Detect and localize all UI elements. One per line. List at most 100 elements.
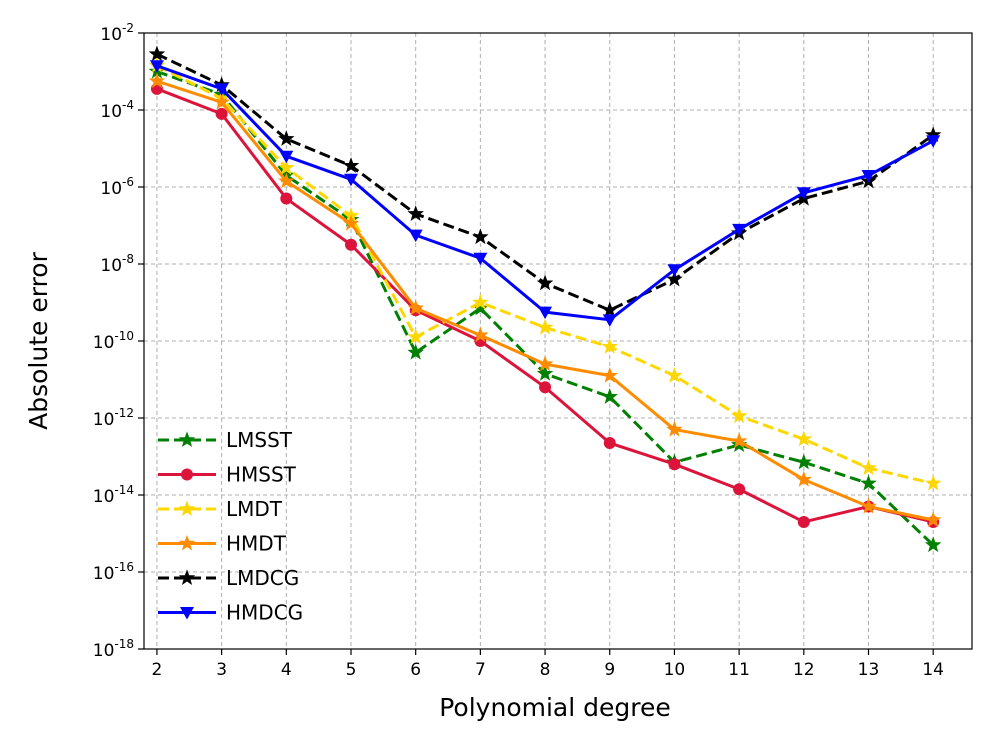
x-tick-label: 7 [475, 660, 486, 680]
data-point-hmsst [733, 483, 746, 496]
legend-item-lmsst: LMSST [158, 428, 293, 452]
data-point-lmdt [407, 328, 424, 345]
data-point-hmsst [215, 107, 228, 120]
legend-label: LMSST [226, 428, 293, 452]
data-point-lmdcg [666, 270, 683, 287]
legend-marker [180, 607, 194, 620]
x-tick-label: 6 [410, 660, 421, 680]
data-point-lmdcg [536, 274, 554, 291]
data-point-hmdcg [408, 229, 423, 243]
data-point-lmsst [601, 388, 618, 404]
series-hmdcg [149, 60, 941, 327]
data-point-lmdcg [148, 45, 166, 62]
x-axis: 2 3 4 5 6 7 8 9 10 11 12 13 14 [152, 649, 944, 680]
x-tick-label: 9 [604, 660, 615, 680]
data-point-hmsst [345, 238, 357, 251]
data-point-hmsst [603, 437, 616, 450]
legend-label: LMDT [226, 497, 283, 521]
x-tick-label: 14 [922, 660, 944, 680]
data-point-hmdt [213, 93, 230, 110]
legend-item-hmsst: HMSST [158, 463, 297, 487]
y-tick-label: 10-16 [93, 560, 134, 584]
legend-marker [178, 534, 196, 551]
data-point-lmdt [601, 338, 618, 354]
data-point-hmdcg [602, 314, 617, 327]
data-point-hmdt [795, 470, 813, 487]
data-point-hmdt [278, 172, 295, 189]
data-point-hmdt [666, 420, 683, 437]
x-tick-label: 8 [540, 660, 551, 680]
y-tick-label: 10-4 [100, 98, 134, 122]
data-point-lmdcg [472, 228, 489, 245]
data-point-lmsst [860, 474, 877, 491]
x-tick-label: 4 [281, 660, 292, 680]
data-point-hmdcg [214, 83, 229, 96]
data-point-hmdcg [667, 264, 682, 277]
x-tick-label: 10 [664, 660, 686, 680]
legend-label: HMDCG [226, 601, 303, 625]
data-point-hmdt [342, 214, 360, 231]
x-tick-label: 3 [216, 660, 227, 680]
data-point-lmdcg [407, 205, 424, 221]
series-layer [148, 45, 942, 553]
data-point-lmsst [536, 365, 554, 381]
legend: LMSST HMSST LMDT HMDT LMDCG HMDCG [158, 428, 303, 625]
data-point-hmdcg [279, 150, 294, 164]
data-point-lmdt [472, 293, 489, 310]
y-tick-label: 10-10 [93, 329, 134, 353]
x-tick-label: 11 [728, 660, 750, 680]
y-tick-label: 10-12 [93, 406, 134, 430]
data-point-hmsst [280, 192, 293, 205]
legend-item-lmdcg: LMDCG [158, 566, 299, 590]
y-axis-label: Absolute error [24, 251, 53, 429]
data-point-lmsst [407, 343, 424, 360]
legend-item-lmdt: LMDT [158, 497, 283, 521]
data-point-hmsst [797, 515, 810, 528]
legend-marker [178, 431, 196, 448]
y-tick-label: 10-14 [93, 483, 134, 507]
data-point-hmdt [601, 366, 618, 383]
data-point-lmdcg [601, 301, 618, 318]
data-point-lmdt [666, 366, 683, 383]
x-tick-label: 13 [858, 660, 880, 680]
legend-marker [178, 500, 196, 517]
data-point-lmdt [924, 474, 942, 491]
x-axis-label: Polynomial degree [439, 693, 670, 722]
series-hmdt [148, 72, 942, 528]
data-point-hmdt [472, 326, 489, 343]
grid [144, 32, 972, 650]
y-tick-label: 10-2 [100, 21, 134, 45]
data-point-lmdt [795, 430, 813, 447]
data-point-hmdcg [796, 187, 811, 200]
data-point-hmdcg [344, 173, 358, 187]
y-tick-label: 10-8 [100, 252, 134, 276]
data-point-lmdcg [342, 157, 360, 173]
x-tick-label: 5 [346, 660, 357, 680]
data-point-lmdcg [278, 130, 295, 146]
legend-label: LMDCG [226, 566, 299, 590]
legend-label: HMDT [226, 532, 287, 556]
data-point-hmdcg [732, 223, 747, 237]
data-point-hmdcg [861, 169, 876, 183]
data-point-hmdt [536, 355, 554, 372]
data-point-hmdcg [473, 252, 488, 266]
x-tick-label: 12 [793, 660, 815, 680]
legend-marker [181, 468, 193, 481]
y-tick-label: 10-6 [100, 175, 134, 199]
legend-marker [178, 569, 196, 586]
data-point-hmdt [407, 299, 424, 316]
data-point-lmdt [536, 318, 554, 335]
data-point-hmdt [730, 432, 748, 449]
data-point-hmdcg [149, 60, 164, 73]
legend-item-hmdcg: HMDCG [158, 601, 303, 625]
data-point-lmdt [860, 459, 877, 476]
data-point-hmdcg [926, 135, 941, 148]
data-point-hmdcg [538, 306, 553, 320]
data-point-lmsst [795, 453, 813, 470]
data-point-lmsst [924, 536, 942, 553]
data-point-lmdt [278, 159, 295, 175]
legend-label: HMSST [226, 463, 297, 487]
data-point-hmdt [924, 511, 942, 528]
